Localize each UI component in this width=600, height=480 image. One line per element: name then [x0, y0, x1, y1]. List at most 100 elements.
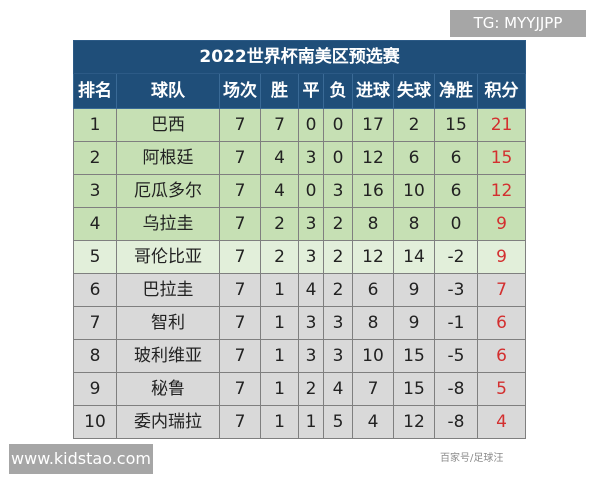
stat-cell: 1	[260, 372, 299, 406]
stat-cell: 3	[323, 174, 353, 208]
stat-cell: 6	[73, 273, 117, 307]
stat-cell: 3	[298, 240, 324, 274]
team-cell: 智利	[116, 306, 220, 340]
team-cell: 阿根廷	[116, 141, 220, 175]
stat-cell: 1	[260, 273, 299, 307]
stat-cell: 1	[260, 339, 299, 373]
stat-cell: 9	[393, 306, 435, 340]
stat-cell: 3	[298, 141, 324, 175]
points-cell: 21	[476, 108, 527, 142]
stat-cell: 2	[393, 108, 435, 142]
stat-cell: 8	[73, 339, 117, 373]
stat-cell: 15	[393, 339, 435, 373]
stat-cell: -8	[434, 405, 478, 439]
stat-cell: 0	[434, 207, 478, 241]
stat-cell: 3	[73, 174, 117, 208]
stat-cell: 10	[352, 339, 394, 373]
stat-cell: 4	[352, 405, 394, 439]
stat-cell: 4	[260, 141, 299, 175]
table-row: 5 哥伦比亚 7 2 3 2 12 14 -2 9	[73, 240, 527, 274]
stat-cell: 2	[260, 207, 299, 241]
stat-cell: 2	[323, 273, 353, 307]
stat-cell: 4	[260, 174, 299, 208]
stat-cell: 10	[73, 405, 117, 439]
points-cell: 5	[476, 372, 527, 406]
column-header: 失球	[393, 73, 435, 109]
table-row: 6 巴拉圭 7 1 4 2 6 9 -3 7	[73, 273, 527, 307]
stat-cell: 6	[434, 141, 478, 175]
stat-cell: -5	[434, 339, 478, 373]
stat-cell: 17	[352, 108, 394, 142]
stat-cell: 7	[219, 174, 261, 208]
stat-cell: 1	[298, 405, 324, 439]
stat-cell: 15	[434, 108, 478, 142]
stat-cell: -3	[434, 273, 478, 307]
team-cell: 秘鲁	[116, 372, 220, 406]
stat-cell: -1	[434, 306, 478, 340]
team-cell: 哥伦比亚	[116, 240, 220, 274]
stat-cell: 6	[434, 174, 478, 208]
table-row: 7 智利 7 1 3 3 8 9 -1 6	[73, 306, 527, 340]
team-cell: 乌拉圭	[116, 207, 220, 241]
stat-cell: 1	[260, 405, 299, 439]
table-row: 2 阿根廷 7 4 3 0 12 6 6 15	[73, 141, 527, 175]
stat-cell: 15	[393, 372, 435, 406]
table-title: 2022世界杯南美区预选赛	[72, 40, 527, 74]
stat-cell: 4	[323, 372, 353, 406]
table-row: 1 巴西 7 7 0 0 17 2 15 21	[73, 108, 527, 142]
tg-watermark: TG: MYYJJPP	[450, 10, 586, 37]
stat-cell: 0	[323, 141, 353, 175]
stat-cell: 7	[219, 306, 261, 340]
stat-cell: 8	[352, 306, 394, 340]
stat-cell: 10	[393, 174, 435, 208]
stat-cell: 0	[298, 108, 324, 142]
stat-cell: -2	[434, 240, 478, 274]
stat-cell: 2	[323, 240, 353, 274]
stat-cell: 4	[298, 273, 324, 307]
stat-cell: 7	[73, 306, 117, 340]
column-header: 排名	[73, 73, 117, 109]
team-cell: 玻利维亚	[116, 339, 220, 373]
stat-cell: 3	[323, 306, 353, 340]
stat-cell: 2	[73, 141, 117, 175]
points-cell: 6	[476, 339, 527, 373]
points-cell: 9	[476, 207, 527, 241]
stat-cell: 3	[323, 339, 353, 373]
stat-cell: 3	[298, 339, 324, 373]
stat-cell: 7	[219, 273, 261, 307]
points-cell: 9	[476, 240, 527, 274]
stat-cell: 3	[298, 306, 324, 340]
column-header: 净胜	[434, 73, 478, 109]
stat-cell: 7	[260, 108, 299, 142]
stat-cell: 12	[352, 141, 394, 175]
team-cell: 巴拉圭	[116, 273, 220, 307]
column-header: 球队	[116, 73, 220, 109]
stat-cell: 7	[219, 141, 261, 175]
team-cell: 委内瑞拉	[116, 405, 220, 439]
stat-cell: 2	[323, 207, 353, 241]
stat-cell: 0	[323, 108, 353, 142]
stat-cell: 7	[219, 207, 261, 241]
column-header: 负	[323, 73, 353, 109]
stat-cell: 8	[393, 207, 435, 241]
stat-cell: 6	[393, 141, 435, 175]
points-cell: 7	[476, 273, 527, 307]
stat-cell: 6	[352, 273, 394, 307]
stat-cell: 4	[73, 207, 117, 241]
source-watermark: 百家号/足球汪	[440, 453, 504, 464]
stat-cell: 7	[219, 405, 261, 439]
table-row: 10 委内瑞拉 7 1 1 5 4 12 -8 4	[73, 405, 527, 439]
points-cell: 15	[476, 141, 527, 175]
stat-cell: 7	[352, 372, 394, 406]
stat-cell: 5	[73, 240, 117, 274]
stat-cell: 7	[219, 240, 261, 274]
stat-cell: 1	[73, 108, 117, 142]
stat-cell: 12	[393, 405, 435, 439]
stat-cell: 1	[260, 306, 299, 340]
site-watermark: www.kidstao.com	[9, 444, 153, 474]
stat-cell: 16	[352, 174, 394, 208]
stat-cell: 9	[73, 372, 117, 406]
stat-cell: 7	[219, 339, 261, 373]
team-cell: 巴西	[116, 108, 220, 142]
table-row: 8 玻利维亚 7 1 3 3 10 15 -5 6	[73, 339, 527, 373]
